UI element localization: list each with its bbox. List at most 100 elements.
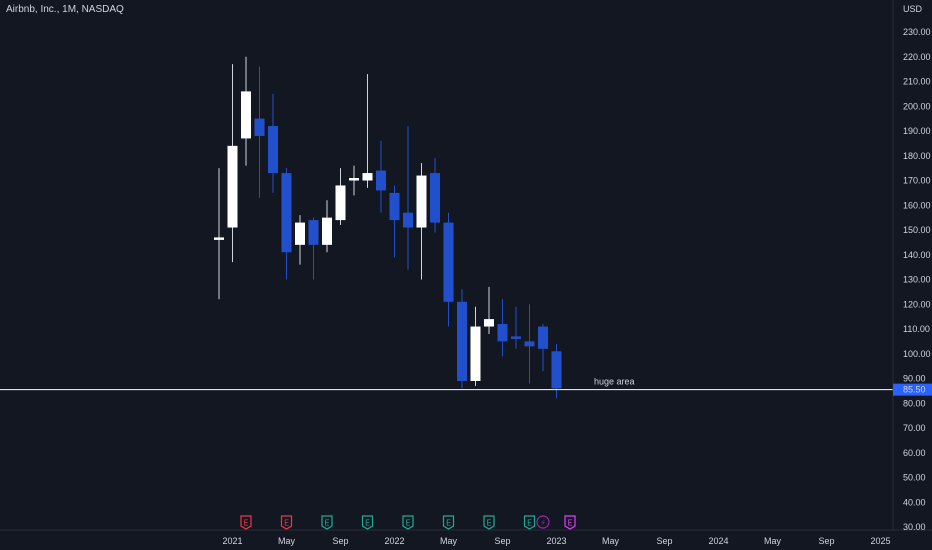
earnings-event-icon[interactable]: E xyxy=(321,515,333,530)
svg-text:E: E xyxy=(405,519,410,528)
price-tick-label: 50.00 xyxy=(903,473,926,483)
candle-body xyxy=(430,173,440,223)
candle-body xyxy=(281,173,292,253)
candle-body xyxy=(484,319,494,327)
price-tick-label: 200.00 xyxy=(903,101,931,111)
earnings-event-icon[interactable]: E xyxy=(483,515,495,530)
candle-2022-01[interactable] xyxy=(389,185,400,258)
candle-2021-05[interactable] xyxy=(281,168,292,280)
earnings-event-icon[interactable]: E xyxy=(361,515,374,530)
time-tick-label: 2022 xyxy=(384,536,404,546)
time-tick-label: May xyxy=(278,536,296,546)
candle-2020-12[interactable] xyxy=(214,168,224,300)
price-tick-label: 230.00 xyxy=(903,27,931,37)
current-price-badge xyxy=(893,383,932,396)
candle-2021-04[interactable] xyxy=(268,93,278,193)
time-axis[interactable]: 2021 May Sep 2022 May Sep 2023 May Sep 2024 May Sep… xyxy=(222,536,890,546)
price-tick-label: 30.00 xyxy=(903,522,926,532)
candle-2022-02[interactable] xyxy=(403,126,413,270)
price-tick-label: 150.00 xyxy=(903,225,931,235)
candle-2021-06[interactable] xyxy=(295,215,305,265)
svg-text:E: E xyxy=(243,519,248,528)
candle-body xyxy=(457,301,467,381)
candle-2022-06[interactable] xyxy=(457,289,467,389)
candle-body xyxy=(227,145,238,228)
candle-body xyxy=(389,192,400,221)
earnings-event-icon[interactable]: E xyxy=(240,515,252,530)
candle-body xyxy=(470,326,481,381)
candle-2022-09[interactable] xyxy=(497,299,508,357)
price-axis[interactable]: 230.00 220.00 210.00 200.00 190.00 180.00 170.… xyxy=(893,27,932,532)
candle-body xyxy=(268,126,278,174)
earnings-event-icon[interactable]: E xyxy=(442,515,455,530)
candles-layer xyxy=(214,56,562,399)
price-tick-label: 130.00 xyxy=(903,275,931,285)
svg-text:⚡: ⚡ xyxy=(540,519,546,528)
candle-body xyxy=(551,351,562,389)
candle-2022-11[interactable] xyxy=(524,304,535,384)
price-tick-label: 60.00 xyxy=(903,448,926,458)
candle-body xyxy=(349,178,359,181)
price-tick-label: 170.00 xyxy=(903,176,931,186)
candle-2021-09[interactable] xyxy=(335,168,346,226)
candle-2021-02[interactable] xyxy=(241,56,251,166)
price-tick-label: 90.00 xyxy=(903,374,926,384)
price-tick-label: 180.00 xyxy=(903,151,931,161)
current-price-label: 85.50 xyxy=(903,385,926,395)
earnings-event-icon[interactable]: E xyxy=(402,515,414,530)
price-tick-label: 210.00 xyxy=(903,77,931,87)
candle-2021-12[interactable] xyxy=(376,140,386,213)
candle-2022-10[interactable] xyxy=(511,306,521,349)
candle-body xyxy=(443,222,454,302)
candle-2022-04[interactable] xyxy=(430,158,440,233)
earnings-event-icon[interactable]: E xyxy=(280,515,293,530)
time-tick-label: 2021 xyxy=(222,536,242,546)
candle-2022-07[interactable] xyxy=(470,306,481,386)
horizontal-line-layer[interactable]: huge area xyxy=(0,377,893,391)
time-tick-label: Sep xyxy=(494,536,510,546)
price-tick-label: 80.00 xyxy=(903,398,926,408)
price-tick-label: 160.00 xyxy=(903,200,931,210)
candle-2021-07[interactable] xyxy=(308,217,319,280)
candle-2022-12[interactable] xyxy=(538,324,548,372)
svg-text:E: E xyxy=(567,519,572,528)
time-tick-label: Sep xyxy=(656,536,672,546)
candle-body xyxy=(254,118,265,136)
candle-body xyxy=(295,222,305,245)
time-tick-label: May xyxy=(440,536,458,546)
candle-2021-11[interactable] xyxy=(362,74,373,188)
time-tick-label: May xyxy=(764,536,782,546)
events-layer: E E E E E E E E ⚡ E xyxy=(240,515,576,530)
price-tick-label: 40.00 xyxy=(903,497,926,507)
candle-body xyxy=(362,173,373,181)
symbol-title: Airbnb, Inc., 1M, NASDAQ xyxy=(6,4,124,15)
price-tick-label: 110.00 xyxy=(903,324,930,334)
candle-2022-08[interactable] xyxy=(484,286,494,334)
price-tick-label: 220.00 xyxy=(903,52,931,62)
earnings-event-icon[interactable]: E xyxy=(564,515,576,530)
candle-2021-01[interactable] xyxy=(227,64,238,263)
dividend-event-icon[interactable]: ⚡ xyxy=(536,515,550,529)
horizontal-line-label: huge area xyxy=(594,377,635,387)
candle-2021-03[interactable] xyxy=(254,66,265,198)
candle-2021-08[interactable] xyxy=(322,200,332,253)
earnings-event-icon[interactable]: E xyxy=(523,515,536,530)
price-tick-label: 70.00 xyxy=(903,423,926,433)
svg-text:E: E xyxy=(446,519,451,528)
candle-body xyxy=(322,217,332,245)
svg-text:E: E xyxy=(527,519,532,528)
candle-body xyxy=(241,91,251,139)
price-tick-label: 190.00 xyxy=(903,126,931,136)
candle-body xyxy=(524,341,535,347)
time-tick-label: May xyxy=(602,536,620,546)
candle-body xyxy=(335,185,346,221)
time-tick-label: 2024 xyxy=(708,536,728,546)
candle-2022-05[interactable] xyxy=(443,212,454,327)
candle-2022-03[interactable] xyxy=(416,163,427,280)
price-tick-label: 140.00 xyxy=(903,250,931,260)
time-tick-label: 2025 xyxy=(870,536,890,546)
candle-2021-10[interactable] xyxy=(349,165,359,196)
svg-text:E: E xyxy=(324,519,329,528)
